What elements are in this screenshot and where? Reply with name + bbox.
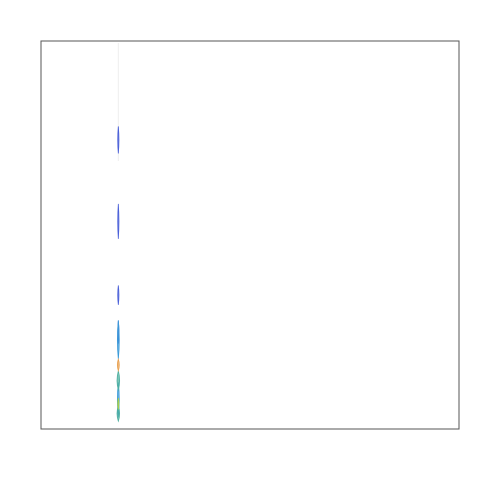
plot-marks [116, 43, 121, 423]
density-shape [117, 203, 120, 239]
density-shape [116, 369, 121, 392]
density-shape [116, 320, 120, 360]
density-shape [117, 126, 120, 154]
plot-frame [40, 40, 460, 430]
density-shape [117, 285, 120, 305]
density-shape [116, 404, 121, 423]
density-shape [116, 357, 120, 373]
density-shape [117, 397, 120, 410]
